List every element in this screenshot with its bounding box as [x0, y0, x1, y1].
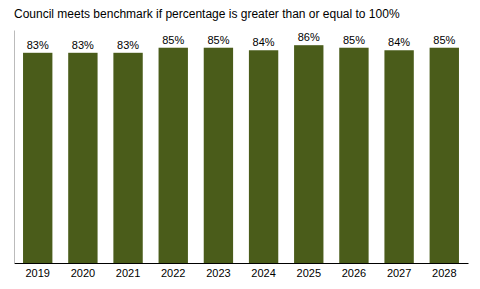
x-tick-label: 2019 [25, 267, 49, 279]
data-label: 83% [117, 39, 139, 51]
bar [249, 50, 278, 263]
data-label: 85% [207, 34, 229, 46]
x-tick: 2027 [387, 267, 411, 279]
chart: Council meets benchmark if percentage is… [0, 0, 480, 289]
data-label: 85% [162, 34, 184, 46]
bar [339, 48, 368, 263]
x-axis: 2019 2020 2021 2022 2023 2024 2025 2026 2027 2028 [15, 264, 469, 279]
x-tick-label: 2022 [161, 267, 185, 279]
x-tick-label: 2024 [251, 267, 275, 279]
x-tick: 2021 [116, 267, 140, 279]
x-tick-label: 2028 [432, 267, 456, 279]
x-tick: 2024 [251, 267, 275, 279]
x-tick-label: 2023 [206, 267, 230, 279]
data-label: 83% [27, 39, 49, 51]
x-tick: 2022 [161, 267, 185, 279]
x-tick-label: 2021 [116, 267, 140, 279]
bar [384, 50, 413, 263]
bar [23, 53, 52, 263]
plot: 2019 2020 2021 2022 2023 2024 2025 2026 2027 2028… [15, 31, 469, 279]
bar [430, 48, 459, 263]
bar [113, 53, 142, 263]
data-label: 83% [72, 39, 94, 51]
x-tick-label: 2027 [387, 267, 411, 279]
data-label: 86% [298, 31, 320, 43]
y-axis [14, 31, 15, 264]
x-tick: 2026 [342, 267, 366, 279]
data-labels: 83% 83% 83% 85% 85% 84% 86% 85% 84% 85% [27, 31, 456, 51]
x-tick: 2020 [71, 267, 95, 279]
bar [159, 48, 188, 263]
x-tick: 2025 [297, 267, 321, 279]
x-tick-label: 2026 [342, 267, 366, 279]
bars [23, 45, 459, 263]
x-axis-line [15, 263, 469, 264]
x-tick: 2028 [432, 267, 456, 279]
data-label: 85% [433, 34, 455, 46]
data-label: 84% [253, 36, 275, 48]
x-tick-label: 2020 [71, 267, 95, 279]
x-tick: 2023 [206, 267, 230, 279]
x-tick-label: 2025 [297, 267, 321, 279]
data-label: 84% [388, 36, 410, 48]
data-label: 85% [343, 34, 365, 46]
bar [204, 48, 233, 263]
bar [294, 45, 323, 263]
bar [68, 53, 97, 263]
x-tick: 2019 [25, 267, 49, 279]
y-axis-line [14, 31, 15, 264]
title: Council meets benchmark if percentage is… [14, 7, 400, 21]
